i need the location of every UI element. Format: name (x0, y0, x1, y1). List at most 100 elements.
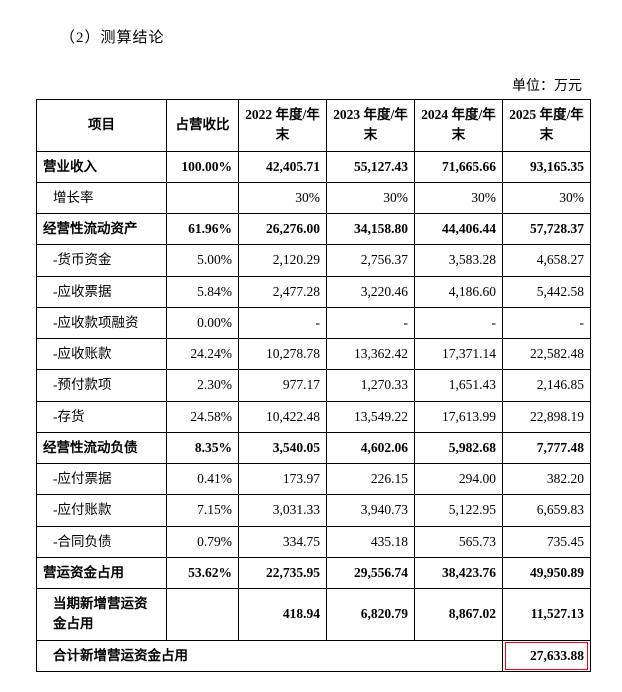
row-value: 4,602.06 (327, 432, 415, 463)
table-row: -应收票据5.84%2,477.283,220.464,186.605,442.… (37, 276, 591, 307)
row-value: - (239, 307, 327, 338)
table-body: 营业收入100.00%42,405.7155,127.4371,665.6693… (37, 151, 591, 671)
col-header-item: 项目 (37, 100, 167, 152)
row-value: 5,122.95 (415, 495, 503, 526)
row-pct: 5.84% (167, 276, 239, 307)
row-value: 6,659.83 (503, 495, 591, 526)
row-pct: 53.62% (167, 557, 239, 588)
table-row: -应收款项融资0.00%---- (37, 307, 591, 338)
row-value: 3,540.05 (239, 432, 327, 463)
row-value: 44,406.44 (415, 214, 503, 245)
row-value: 2,120.29 (239, 245, 327, 276)
row-value: 5,982.68 (415, 432, 503, 463)
row-value: 17,371.14 (415, 339, 503, 370)
row-label: 当期新增营运资金占用 (37, 589, 167, 641)
table-row: -应收账款24.24%10,278.7813,362.4217,371.1422… (37, 339, 591, 370)
row-value: 30% (327, 182, 415, 213)
row-value: 735.45 (503, 526, 591, 557)
row-pct: 24.58% (167, 401, 239, 432)
row-value: 30% (415, 182, 503, 213)
row-value: 1,651.43 (415, 370, 503, 401)
row-value: 5,442.58 (503, 276, 591, 307)
row-value: - (503, 307, 591, 338)
row-pct (167, 182, 239, 213)
summary-total-cell: 27,633.88 (503, 640, 591, 671)
row-value: 4,658.27 (503, 245, 591, 276)
row-label: -存货 (37, 401, 167, 432)
highlight-box (505, 642, 588, 670)
table-row: 当期新增营运资金占用418.946,820.798,867.0211,527.1… (37, 589, 591, 641)
section-title: （2）测算结论 (36, 26, 586, 47)
row-value: 42,405.71 (239, 151, 327, 182)
row-value: 2,756.37 (327, 245, 415, 276)
row-value: 71,665.66 (415, 151, 503, 182)
table-row: -应付票据0.41%173.97226.15294.00382.20 (37, 464, 591, 495)
row-label: -货币资金 (37, 245, 167, 276)
row-value: 3,583.28 (415, 245, 503, 276)
table-row: -预付款项2.30%977.171,270.331,651.432,146.85 (37, 370, 591, 401)
row-label: 经营性流动负债 (37, 432, 167, 463)
row-value: 173.97 (239, 464, 327, 495)
col-header-pct: 占营收比 (167, 100, 239, 152)
row-value: 4,186.60 (415, 276, 503, 307)
row-label: 营业收入 (37, 151, 167, 182)
row-value: 435.18 (327, 526, 415, 557)
unit-label: 单位：万元 (36, 75, 586, 95)
table-row: -应付账款7.15%3,031.333,940.735,122.956,659.… (37, 495, 591, 526)
row-pct: 2.30% (167, 370, 239, 401)
row-value: 3,031.33 (239, 495, 327, 526)
row-value: 26,276.00 (239, 214, 327, 245)
row-value: 55,127.43 (327, 151, 415, 182)
table-header-row: 项目 占营收比 2022 年度/年末 2023 年度/年末 2024 年度/年末… (37, 100, 591, 152)
row-value: 334.75 (239, 526, 327, 557)
row-value: 34,158.80 (327, 214, 415, 245)
row-label: -预付款项 (37, 370, 167, 401)
row-value: 6,820.79 (327, 589, 415, 641)
row-value: 57,728.37 (503, 214, 591, 245)
row-value: 294.00 (415, 464, 503, 495)
table-row: 营运资金占用53.62%22,735.9529,556.7438,423.764… (37, 557, 591, 588)
row-value: 7,777.48 (503, 432, 591, 463)
row-pct: 0.41% (167, 464, 239, 495)
row-label: -应收账款 (37, 339, 167, 370)
table-row: -货币资金5.00%2,120.292,756.373,583.284,658.… (37, 245, 591, 276)
row-value: 22,898.19 (503, 401, 591, 432)
calculation-table: 项目 占营收比 2022 年度/年末 2023 年度/年末 2024 年度/年末… (36, 99, 591, 672)
table-row: 经营性流动负债8.35%3,540.054,602.065,982.687,77… (37, 432, 591, 463)
table-row: -合同负债0.79%334.75435.18565.73735.45 (37, 526, 591, 557)
row-label: 合计新增营运资金占用 (37, 640, 503, 671)
row-label: -应收款项融资 (37, 307, 167, 338)
row-value: 226.15 (327, 464, 415, 495)
row-value: 10,278.78 (239, 339, 327, 370)
row-value: 22,735.95 (239, 557, 327, 588)
table-row: -存货24.58%10,422.4813,549.2217,613.9922,8… (37, 401, 591, 432)
row-value: 2,146.85 (503, 370, 591, 401)
row-value: 10,422.48 (239, 401, 327, 432)
row-value: 30% (239, 182, 327, 213)
row-value: 38,423.76 (415, 557, 503, 588)
row-value: 22,582.48 (503, 339, 591, 370)
row-value: 8,867.02 (415, 589, 503, 641)
row-value: 418.94 (239, 589, 327, 641)
row-pct: 0.79% (167, 526, 239, 557)
col-header-2024: 2024 年度/年末 (415, 100, 503, 152)
row-value: - (327, 307, 415, 338)
row-value: 13,549.22 (327, 401, 415, 432)
col-header-2022: 2022 年度/年末 (239, 100, 327, 152)
row-label: -应付账款 (37, 495, 167, 526)
row-pct: 24.24% (167, 339, 239, 370)
row-value: 17,613.99 (415, 401, 503, 432)
row-label: -应收票据 (37, 276, 167, 307)
row-value: 49,950.89 (503, 557, 591, 588)
table-row: 营业收入100.00%42,405.7155,127.4371,665.6693… (37, 151, 591, 182)
row-label: 经营性流动资产 (37, 214, 167, 245)
row-pct: 7.15% (167, 495, 239, 526)
col-header-2025: 2025 年度/年末 (503, 100, 591, 152)
row-pct: 8.35% (167, 432, 239, 463)
row-label: -应付票据 (37, 464, 167, 495)
row-value: 30% (503, 182, 591, 213)
row-value: 13,362.42 (327, 339, 415, 370)
row-label: 营运资金占用 (37, 557, 167, 588)
table-row: 经营性流动资产61.96%26,276.0034,158.8044,406.44… (37, 214, 591, 245)
row-value: 93,165.35 (503, 151, 591, 182)
